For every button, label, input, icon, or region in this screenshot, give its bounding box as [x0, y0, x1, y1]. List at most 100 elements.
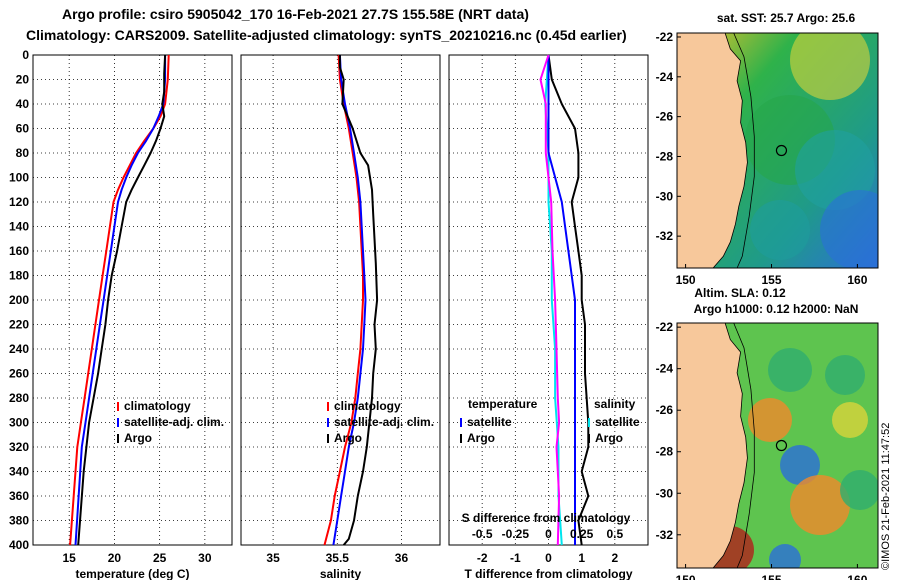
difference-s-tick-label: 0.25 — [570, 527, 594, 541]
difference-panel: -2 -1 0 1 2 T difference from climatology S di… — [448, 54, 649, 580]
sla-patch — [748, 398, 792, 442]
depth-tick-label: 140 — [9, 220, 29, 234]
depth-tick-label: 200 — [9, 293, 29, 307]
depth-tick-label: 360 — [9, 489, 29, 503]
salinity-panel: 35 35.5 36 salinity climatology satellite-adj… — [240, 54, 441, 580]
depth-tick-label: 40 — [16, 97, 30, 111]
depth-tick-label: 400 — [9, 538, 29, 552]
legend-label: climatology — [124, 399, 191, 413]
depth-tick-label: 380 — [9, 514, 29, 528]
float-position-marker — [775, 439, 788, 452]
difference-series-s-satellite — [547, 55, 576, 545]
sla-patch — [825, 355, 865, 395]
float-position-marker — [775, 144, 788, 157]
legend-label: satellite — [467, 415, 512, 429]
difference-xtick-label: 0 — [545, 551, 552, 565]
salinity-xlabel: salinity — [320, 567, 362, 580]
difference-s-tick-label: 0.5 — [606, 527, 623, 541]
depth-tick-label: 240 — [9, 342, 29, 356]
depth-tick-label: 180 — [9, 269, 29, 283]
sla_map-xtick-label: 150 — [676, 573, 696, 580]
depth-contour — [733, 323, 755, 568]
sla_map-ytick-label: -32 — [656, 528, 674, 542]
legend-label: Argo — [595, 431, 623, 445]
difference-series-t-satellite — [544, 54, 563, 546]
salinity-series-satellite-adj--clim- — [332, 54, 367, 546]
salinity-series-argo — [338, 55, 379, 546]
temperature-xtick-label: 25 — [153, 551, 167, 565]
temperature-series-argo — [77, 54, 167, 546]
legend-title-salinity: salinity — [594, 397, 636, 411]
sst-patch — [795, 130, 875, 210]
sla_map-ytick-label: -26 — [656, 403, 674, 417]
sst_map-field — [677, 33, 878, 268]
sla_map-ytick-label: -30 — [656, 486, 674, 500]
legend-label: climatology — [334, 399, 401, 413]
difference-s-tick-label: -0.5 — [472, 527, 493, 541]
legend-title-temperature: temperature — [468, 397, 538, 411]
depth-tick-label: 0 — [22, 48, 29, 62]
difference-xtick-label: 2 — [611, 551, 618, 565]
sla-patch — [780, 445, 820, 485]
difference-top-label: S difference from climatology — [462, 511, 631, 525]
sst_map-panel: -22 -24 -26 -28 -30 -32 150 155 160 — [656, 30, 879, 287]
temperature-frame — [32, 54, 233, 546]
legend-label: satellite — [595, 415, 640, 429]
depth-tick-label: 220 — [9, 318, 29, 332]
legend-label: Argo — [334, 431, 362, 445]
sst-patch — [790, 33, 870, 100]
salinity-xtick-label: 35.5 — [326, 551, 350, 565]
land-mass — [677, 323, 748, 568]
sst_map-ytick-label: -22 — [656, 30, 674, 44]
depth-tick-label: 100 — [9, 171, 29, 185]
depth-tick-label: 80 — [16, 146, 30, 160]
depth-contour — [733, 33, 755, 268]
temperature-xtick-label: 30 — [198, 551, 212, 565]
sla-patch — [768, 348, 812, 392]
sla_map-ytick-label: -28 — [656, 445, 674, 459]
sst_map-ytick-label: -28 — [656, 149, 674, 163]
sla_map-frame — [676, 322, 879, 569]
sst-map-title: sat. SST: 25.7 Argo: 25.6 — [717, 11, 856, 25]
sst_map-ytick-label: -32 — [656, 229, 674, 243]
temperature-panel: 0 20 40 60 80 100 120 140 160 180 200 220 240 260 280 3… — [9, 48, 233, 580]
sla_map-xtick-label: 160 — [847, 573, 867, 580]
sst_map-ytick-label: -30 — [656, 189, 674, 203]
difference-xlabel: T difference from climatology — [464, 567, 632, 580]
legend-label: satellite-adj. clim. — [334, 415, 434, 429]
depth-tick-label: 300 — [9, 416, 29, 430]
sst_map-xtick-label: 155 — [761, 273, 781, 287]
sla_map-ytick-label: -22 — [656, 320, 674, 334]
depth-tick-label: 280 — [9, 391, 29, 405]
depth-tick-label: 160 — [9, 244, 29, 258]
sst_map-ytick-label: -26 — [656, 110, 674, 124]
sla_map-panel: -22 -24 -26 -28 -30 -32 150 155 160 — [656, 320, 879, 580]
difference-xtick-label: 1 — [578, 551, 585, 565]
legend-label: Argo — [467, 431, 495, 445]
sst-patch — [750, 200, 810, 260]
salinity-xtick-label: 35 — [266, 551, 280, 565]
difference-xtick-label: -2 — [477, 551, 488, 565]
legend-label: Argo — [124, 431, 152, 445]
sla-map-title-line2: Argo h1000: 0.12 h2000: NaN — [694, 302, 859, 316]
sst_map-frame — [676, 32, 879, 269]
title-line2: Climatology: CARS2009. Satellite-adjuste… — [26, 27, 627, 43]
sst_map-xtick-label: 160 — [847, 273, 867, 287]
sla-map-title-line1: Altim. SLA: 0.12 — [694, 286, 786, 300]
sst_map-ytick-label: -24 — [656, 70, 674, 84]
depth-tick-label: 60 — [16, 122, 30, 136]
temperature-xtick-label: 20 — [108, 551, 122, 565]
sla_map-xtick-label: 155 — [761, 573, 781, 580]
depth-tick-label: 120 — [9, 195, 29, 209]
depth-tick-label: 260 — [9, 367, 29, 381]
temperature-xlabel: temperature (deg C) — [75, 567, 189, 580]
difference-s-tick-label: 0 — [545, 527, 552, 541]
sla-patch — [769, 544, 801, 568]
depth-tick-label: 320 — [9, 440, 29, 454]
sla-patch — [790, 475, 850, 535]
difference-s-tick-label: -0.25 — [502, 527, 530, 541]
sst_map-xtick-label: 150 — [676, 273, 696, 287]
sla_map-ytick-label: -24 — [656, 362, 674, 376]
depth-tick-label: 340 — [9, 465, 29, 479]
